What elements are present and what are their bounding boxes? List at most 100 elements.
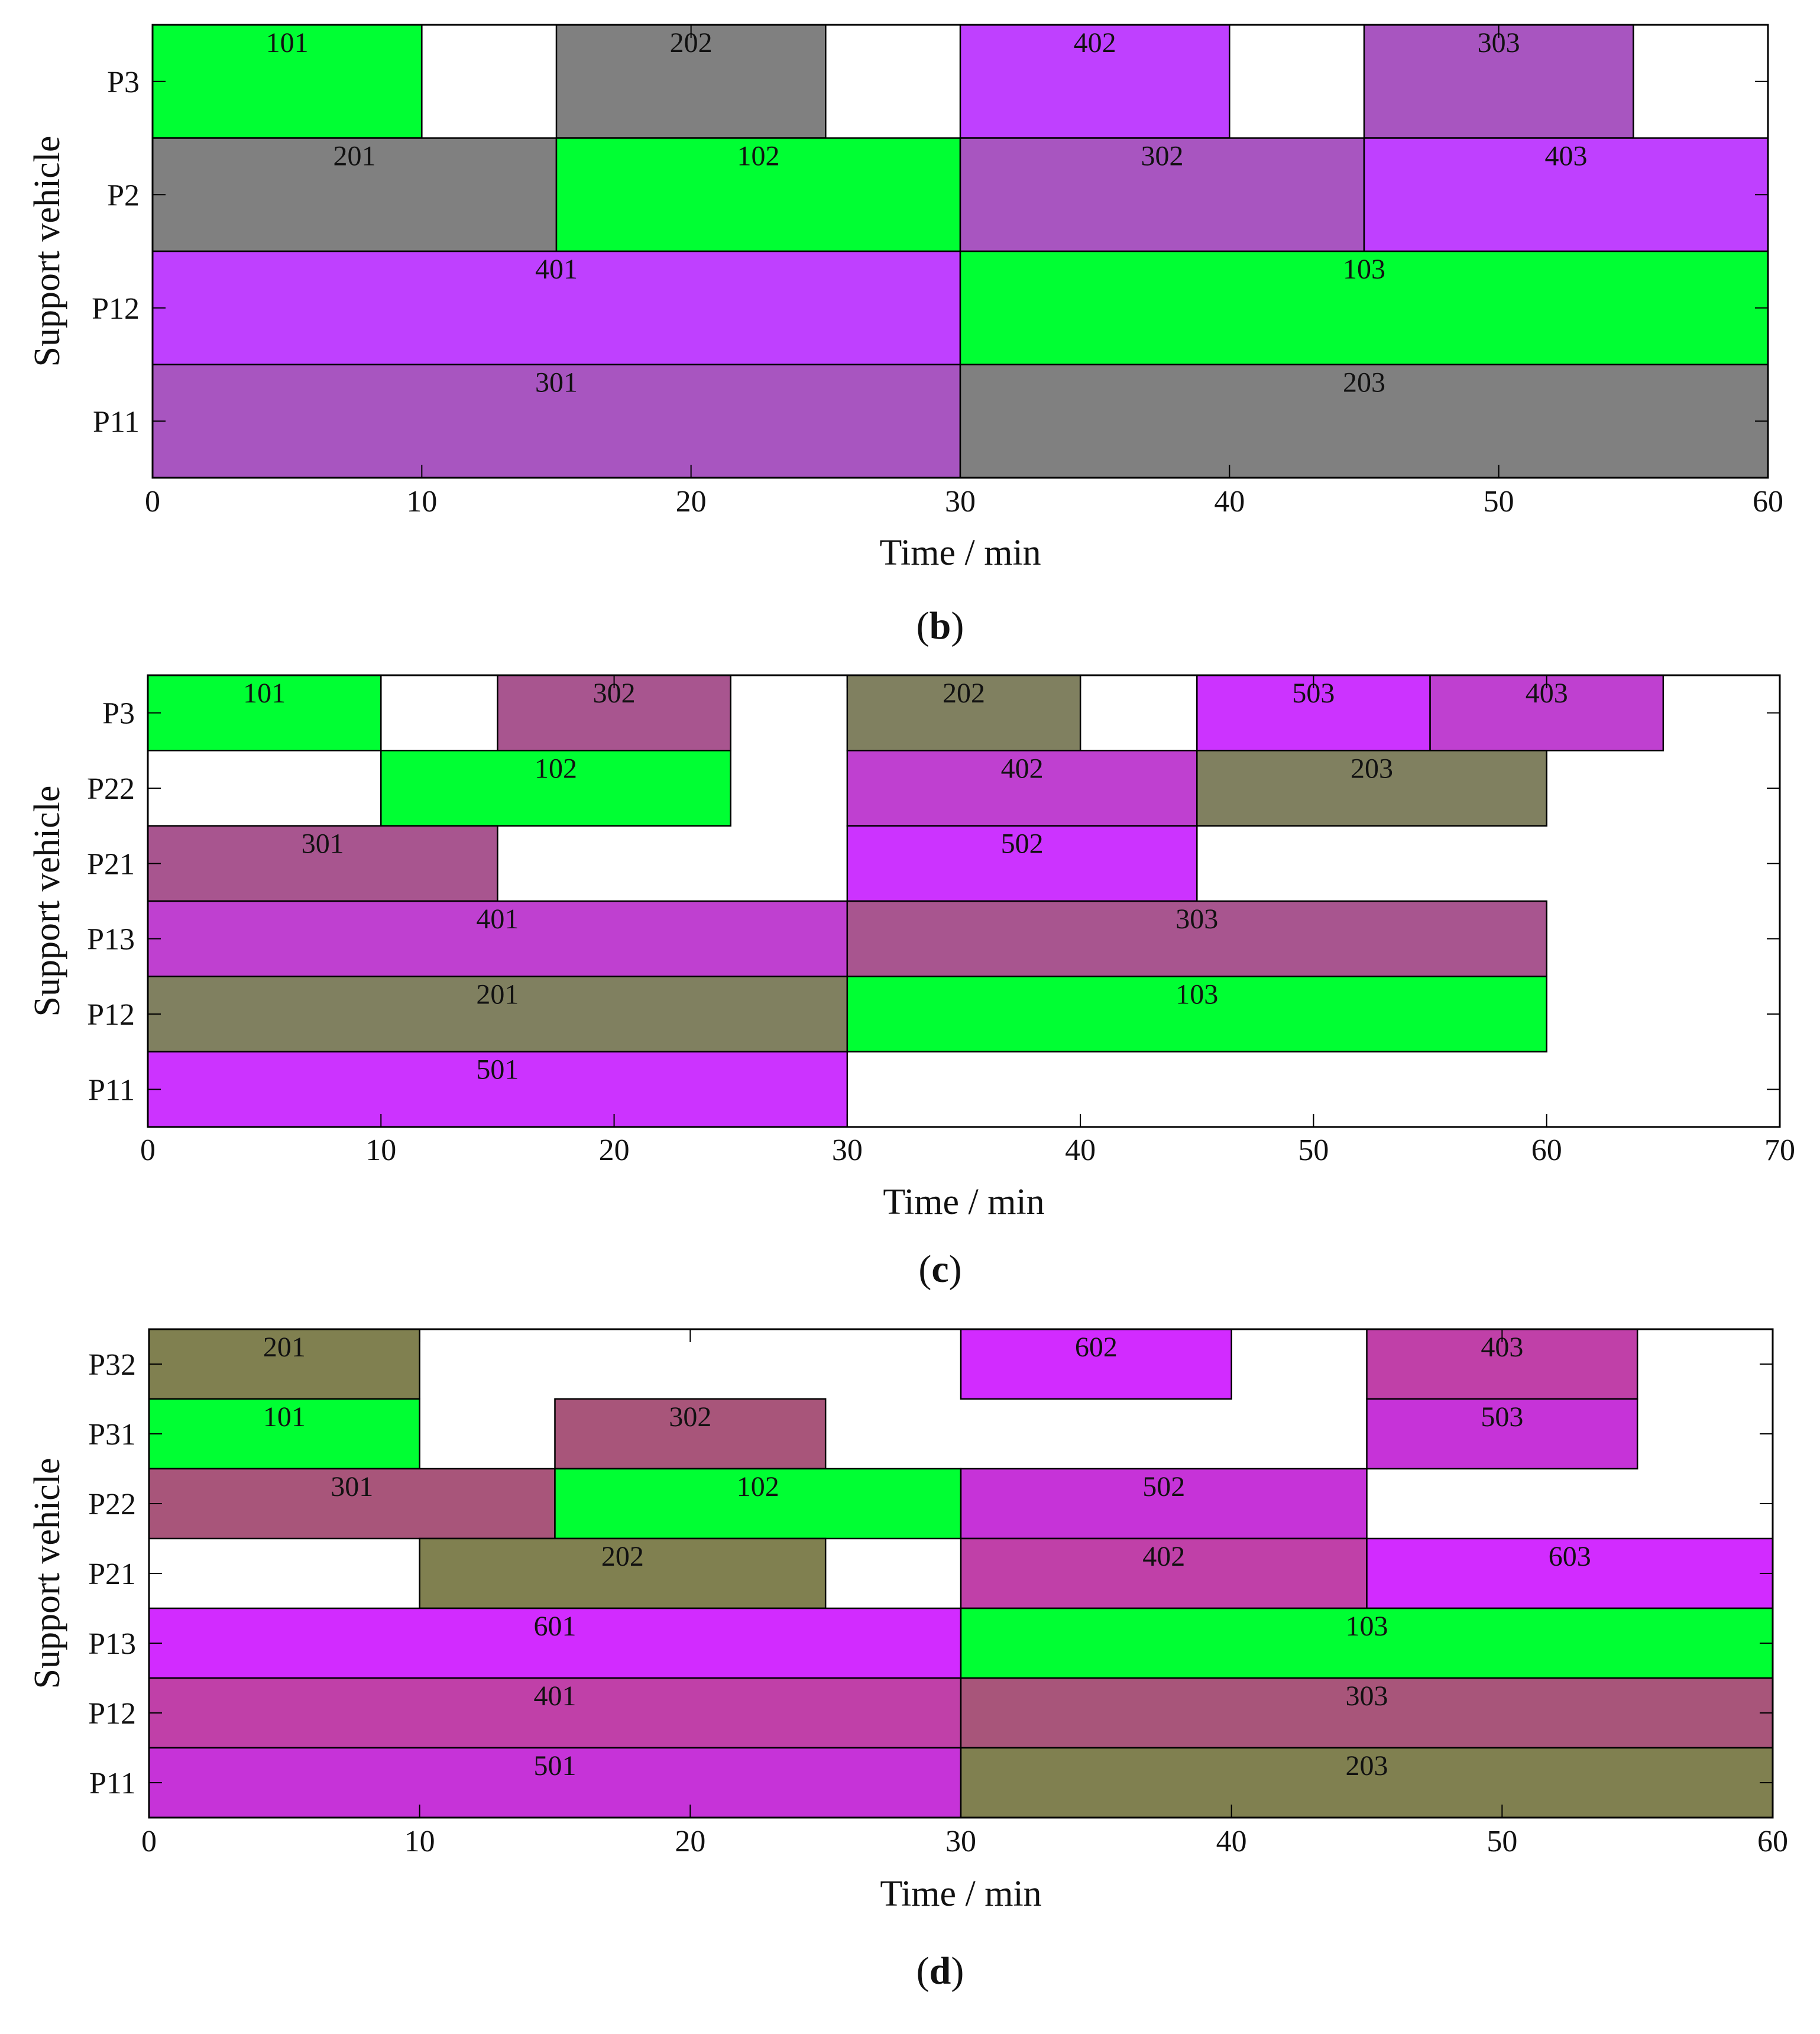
task-label: 103 bbox=[1343, 254, 1385, 285]
task-label: 402 bbox=[1142, 1541, 1185, 1572]
task-label: 601 bbox=[534, 1611, 577, 1642]
task-bar bbox=[151, 364, 961, 479]
task-bar bbox=[1366, 1398, 1638, 1470]
task-label: 302 bbox=[1141, 141, 1184, 172]
task-label: 503 bbox=[1481, 1401, 1523, 1433]
task-bar bbox=[846, 976, 1547, 1052]
panel-label: (b) bbox=[917, 604, 964, 647]
task-bar bbox=[419, 1537, 827, 1609]
x-tick-label: 70 bbox=[1764, 1133, 1795, 1167]
task-bar bbox=[959, 364, 1769, 479]
task-bar bbox=[846, 900, 1547, 977]
panel-label: (d) bbox=[917, 1949, 964, 1993]
x-tick-label: 50 bbox=[1487, 1825, 1517, 1858]
x-axis-title: Time / min bbox=[879, 533, 1041, 573]
x-tick-label: 30 bbox=[945, 485, 976, 519]
y-tick-label: P31 bbox=[88, 1418, 136, 1452]
task-bar bbox=[960, 1468, 1368, 1540]
task-label: 203 bbox=[1346, 1750, 1388, 1782]
task-label: 202 bbox=[601, 1541, 644, 1572]
y-tick-label: P22 bbox=[88, 1488, 136, 1521]
task-label: 501 bbox=[534, 1750, 577, 1782]
task-bar bbox=[148, 1607, 962, 1679]
task-bar bbox=[960, 1607, 1774, 1679]
x-tick-label: 60 bbox=[1757, 1825, 1788, 1858]
y-tick-label: P21 bbox=[88, 1557, 136, 1591]
task-bar bbox=[554, 1398, 827, 1470]
x-tick-label: 20 bbox=[599, 1133, 630, 1167]
y-tick-label: P12 bbox=[87, 998, 135, 1032]
task-bar bbox=[148, 1468, 556, 1540]
x-tick-label: 40 bbox=[1065, 1133, 1096, 1167]
task-label: 201 bbox=[263, 1332, 306, 1363]
task-label: 303 bbox=[1175, 903, 1218, 935]
panel-label: (c) bbox=[918, 1248, 961, 1291]
task-label: 402 bbox=[1001, 753, 1044, 784]
task-bar bbox=[1363, 137, 1769, 252]
y-tick-label: P13 bbox=[87, 923, 135, 957]
task-label: 401 bbox=[535, 254, 578, 285]
task-bar bbox=[151, 250, 961, 365]
axes-frame bbox=[147, 674, 1781, 1128]
task-bar bbox=[959, 137, 1365, 252]
task-label: 301 bbox=[302, 828, 344, 860]
task-bar bbox=[147, 976, 849, 1052]
x-tick-label: 60 bbox=[1753, 485, 1783, 519]
x-tick-label: 0 bbox=[145, 485, 160, 519]
y-tick-label: P3 bbox=[107, 66, 140, 99]
task-bar bbox=[148, 1328, 420, 1400]
task-bar bbox=[1196, 750, 1547, 827]
task-label: 102 bbox=[737, 141, 780, 172]
task-label: 301 bbox=[331, 1471, 373, 1502]
task-bar bbox=[151, 137, 558, 252]
task-bar bbox=[147, 825, 498, 902]
task-bar bbox=[960, 1537, 1368, 1609]
x-tick-label: 20 bbox=[676, 485, 707, 519]
task-label: 203 bbox=[1343, 367, 1385, 399]
x-axis-title: Time / min bbox=[880, 1874, 1041, 1914]
task-label: 101 bbox=[266, 27, 309, 59]
y-tick-label: P13 bbox=[88, 1627, 136, 1661]
task-label: 202 bbox=[943, 678, 985, 709]
x-tick-label: 20 bbox=[675, 1825, 705, 1858]
task-label: 102 bbox=[737, 1471, 779, 1502]
y-axis-title: Support vehicle bbox=[27, 136, 67, 367]
task-label: 301 bbox=[535, 367, 578, 399]
task-bar bbox=[148, 1747, 962, 1819]
y-tick-label: P2 bbox=[107, 179, 140, 212]
x-tick-label: 50 bbox=[1484, 485, 1514, 519]
task-label: 502 bbox=[1142, 1471, 1185, 1502]
task-label: 203 bbox=[1351, 753, 1393, 784]
x-tick-label: 0 bbox=[141, 1825, 157, 1858]
task-label: 201 bbox=[333, 141, 376, 172]
task-label: 102 bbox=[535, 753, 577, 784]
task-label: 502 bbox=[1001, 828, 1044, 860]
x-tick-label: 10 bbox=[404, 1825, 435, 1858]
x-tick-label: 50 bbox=[1298, 1133, 1329, 1167]
y-tick-label: P11 bbox=[88, 1073, 135, 1107]
y-tick-label: P12 bbox=[88, 1697, 136, 1731]
y-axis-title: Support vehicle bbox=[27, 1458, 67, 1689]
task-label: 603 bbox=[1549, 1541, 1591, 1572]
x-tick-label: 30 bbox=[945, 1825, 976, 1858]
task-label: 103 bbox=[1346, 1611, 1388, 1642]
task-bar bbox=[846, 674, 1081, 752]
task-label: 602 bbox=[1075, 1332, 1118, 1363]
x-tick-label: 30 bbox=[832, 1133, 863, 1167]
task-label: 401 bbox=[534, 1680, 577, 1712]
x-tick-label: 40 bbox=[1216, 1825, 1247, 1858]
task-bar bbox=[960, 1677, 1774, 1749]
task-label: 302 bbox=[669, 1401, 711, 1433]
task-label: 303 bbox=[1346, 1680, 1388, 1712]
x-tick-label: 60 bbox=[1531, 1133, 1562, 1167]
task-label: 401 bbox=[476, 903, 519, 935]
y-tick-label: P22 bbox=[87, 772, 135, 806]
task-bar bbox=[148, 1677, 962, 1749]
y-axis-title: Support vehicle bbox=[27, 786, 67, 1017]
y-tick-label: P11 bbox=[89, 1767, 136, 1800]
x-tick-label: 0 bbox=[140, 1133, 156, 1167]
task-label: 402 bbox=[1074, 27, 1116, 59]
x-tick-label: 40 bbox=[1214, 485, 1245, 519]
task-label: 101 bbox=[243, 678, 286, 709]
